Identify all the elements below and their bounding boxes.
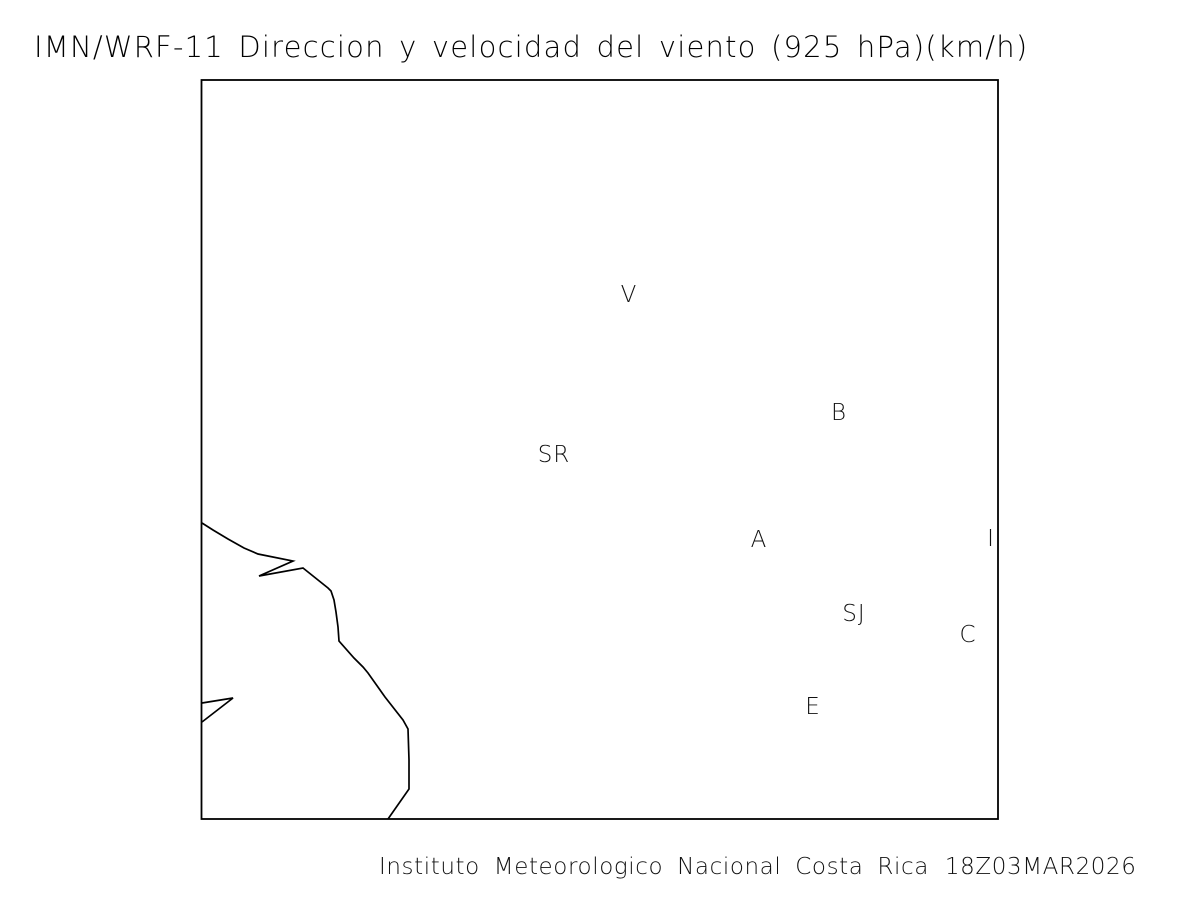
map-frame [200, 79, 999, 820]
footer-timestamp: 18Z03MAR2026 [944, 854, 1137, 880]
plot-title: IMN/WRF-11 Direccion y velocidad del vie… [34, 30, 1029, 64]
plot-footer: Instituto Meteorologico Nacional Costa R… [379, 854, 1137, 880]
coastline-outline [201, 522, 410, 820]
footer-institution: Instituto Meteorologico Nacional Costa R… [379, 854, 929, 880]
peninsula-outline [201, 697, 234, 723]
